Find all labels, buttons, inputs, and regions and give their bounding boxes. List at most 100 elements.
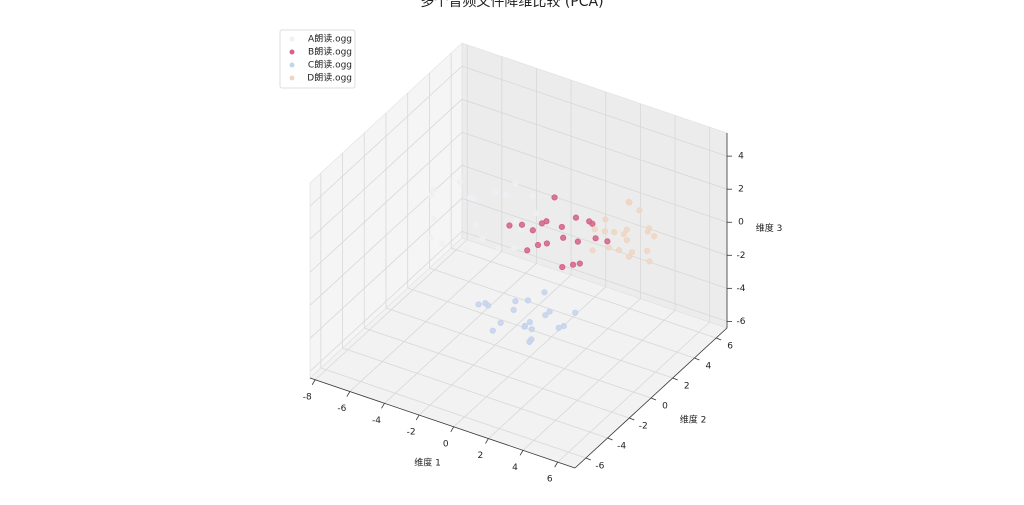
y-tick-label: -6 (595, 462, 604, 472)
grid-line (461, 197, 728, 289)
tick-mark (311, 379, 316, 385)
grid-line (461, 164, 728, 256)
z-tick-label: 2 (738, 185, 744, 195)
legend-marker (289, 62, 295, 68)
tick-mark (650, 397, 657, 401)
z-axis-label: 维度 3 (756, 222, 783, 234)
data-point (430, 186, 437, 193)
data-point (529, 192, 536, 200)
data-point (489, 327, 496, 334)
grid-line (407, 287, 673, 379)
data-point (542, 312, 549, 319)
data-point (628, 249, 636, 256)
tick-mark (715, 337, 722, 341)
y-tick-label: 4 (706, 362, 712, 372)
data-point (651, 233, 658, 240)
z-tick-label: -6 (737, 317, 746, 327)
data-point (604, 238, 611, 245)
data-point (625, 253, 633, 260)
data-point (513, 217, 520, 224)
grid-line (309, 131, 463, 273)
data-point (502, 192, 509, 199)
x-tick-label: 4 (512, 463, 518, 473)
data-point (569, 261, 577, 268)
data-point (510, 306, 517, 313)
data-point (555, 324, 562, 331)
data-point (524, 247, 531, 254)
data-point (589, 247, 596, 254)
data-point (511, 244, 518, 252)
data-point (636, 207, 643, 214)
tick-mark (629, 417, 635, 421)
data-point (534, 241, 542, 249)
data-point (484, 302, 492, 309)
data-point (543, 218, 550, 225)
data-point (439, 240, 446, 247)
chart-title: 多个音频文件降维比较 (PCA) (420, 0, 603, 10)
x-tick-label: 6 (547, 475, 553, 485)
data-point (472, 221, 480, 229)
grid-line (309, 65, 463, 207)
y-tick-label: 2 (684, 382, 690, 392)
grid-line (309, 98, 463, 240)
data-point (591, 226, 598, 233)
tick-mark (585, 457, 592, 461)
data-point (572, 309, 579, 316)
data-point (521, 323, 528, 330)
data-point (526, 319, 533, 326)
grid-line (451, 247, 717, 339)
tick-mark (607, 437, 613, 441)
data-point (529, 227, 536, 234)
data-point (558, 223, 565, 231)
data-point (646, 258, 653, 265)
x-axis-line (309, 377, 576, 469)
data-point (456, 178, 463, 186)
x-axis-label: 维度 1 (414, 457, 441, 469)
data-point (428, 192, 435, 199)
tick-mark (450, 426, 455, 433)
data-point (479, 235, 486, 243)
data-point (541, 289, 548, 296)
data-point (518, 221, 526, 228)
data-point (512, 180, 519, 187)
grid-line (461, 65, 728, 157)
data-point (559, 264, 566, 271)
z-tick-label: 0 (738, 218, 744, 228)
tick-mark (485, 438, 489, 444)
data-point (497, 319, 504, 327)
data-point (560, 322, 567, 330)
data-point (528, 336, 535, 343)
tick-mark (672, 377, 678, 381)
z-tick-label: 4 (738, 152, 744, 162)
data-point (469, 195, 476, 202)
y-tick-label: 6 (727, 342, 733, 352)
grid-line (429, 267, 695, 359)
tick-mark (381, 403, 385, 409)
data-point (528, 326, 535, 333)
data-point (592, 235, 599, 242)
data-point (506, 222, 513, 229)
data-point (427, 234, 434, 241)
data-point (623, 226, 630, 233)
data-point (560, 234, 567, 241)
data-point (546, 308, 553, 315)
data-point (430, 215, 438, 223)
data-point (475, 301, 482, 308)
data-point (543, 240, 550, 247)
data-point (586, 218, 593, 225)
legend-marker (289, 75, 295, 81)
data-point (620, 231, 627, 238)
grid-line (320, 367, 586, 459)
data-point (462, 247, 469, 254)
y-axis-label: 维度 2 (680, 414, 707, 426)
legend-label: C朗读.ogg (308, 59, 352, 71)
tick-mark (694, 357, 700, 361)
x-tick-label: -6 (337, 404, 346, 414)
y-tick-label: -4 (617, 442, 626, 452)
grid-line (461, 231, 728, 322)
x-tick-label: 2 (478, 451, 484, 461)
data-point (533, 210, 540, 217)
data-point (572, 214, 580, 221)
grid-line (309, 198, 463, 339)
